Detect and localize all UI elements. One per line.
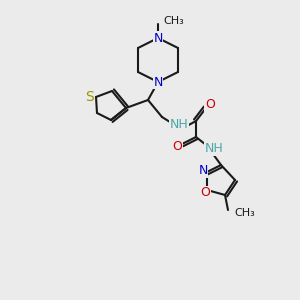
Text: N: N	[198, 164, 208, 178]
Text: NH: NH	[169, 118, 188, 130]
Text: N: N	[153, 32, 163, 44]
Text: O: O	[172, 140, 182, 152]
Text: S: S	[85, 90, 94, 104]
Text: CH₃: CH₃	[163, 16, 184, 26]
Text: N: N	[153, 76, 163, 88]
Text: O: O	[205, 98, 215, 112]
Text: CH₃: CH₃	[234, 208, 255, 218]
Text: O: O	[200, 187, 210, 200]
Text: NH: NH	[205, 142, 224, 155]
